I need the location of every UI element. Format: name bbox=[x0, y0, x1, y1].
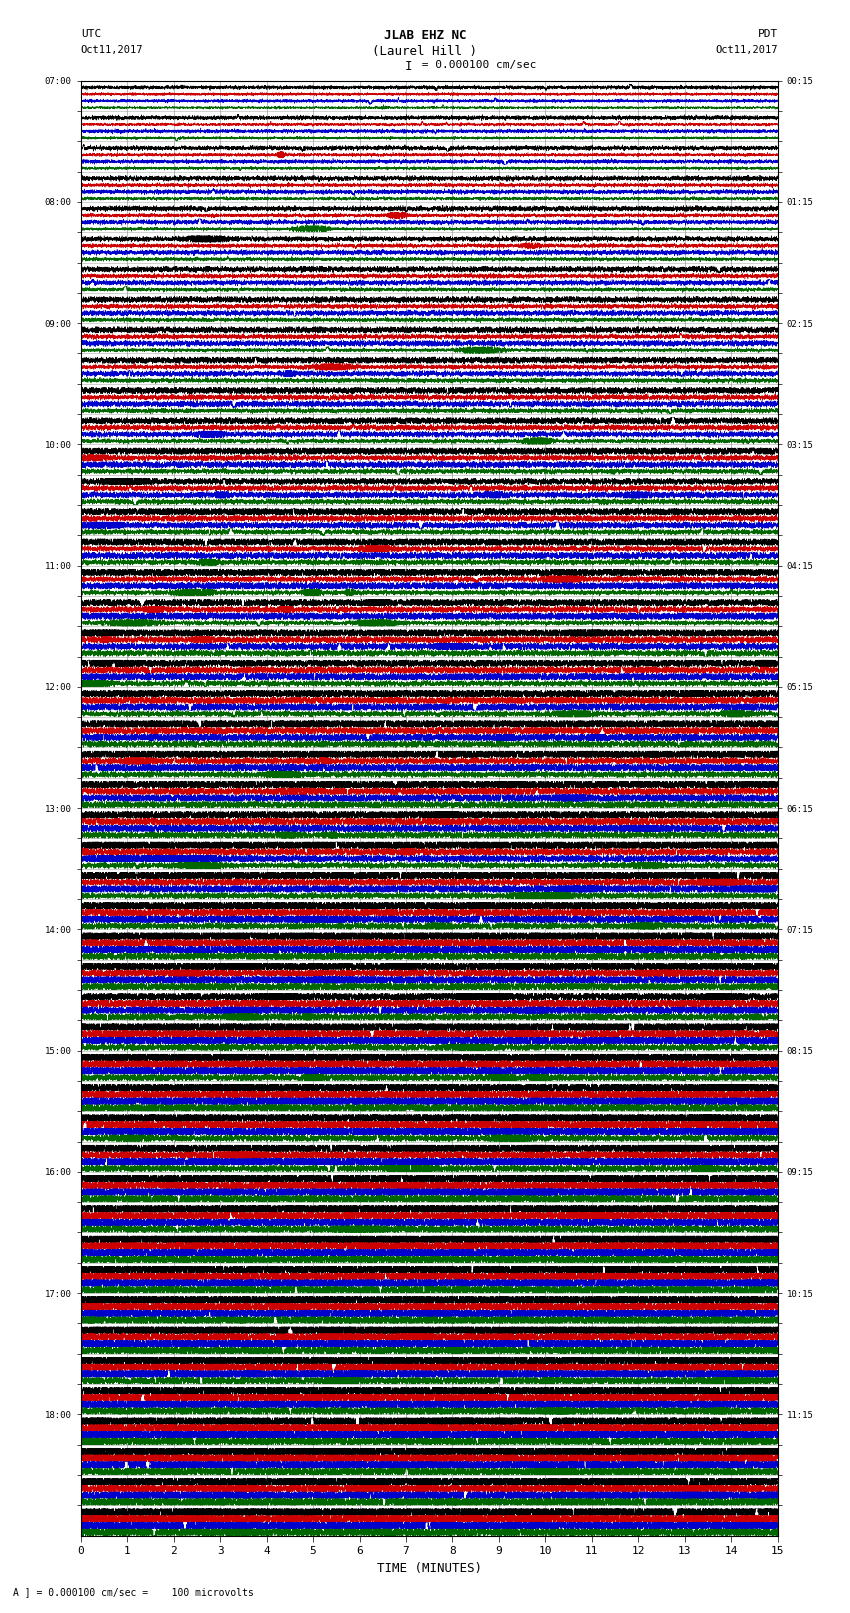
Text: Oct11,2017: Oct11,2017 bbox=[715, 45, 778, 55]
Text: I: I bbox=[405, 60, 412, 73]
X-axis label: TIME (MINUTES): TIME (MINUTES) bbox=[377, 1561, 482, 1574]
Text: UTC: UTC bbox=[81, 29, 101, 39]
Text: Oct11,2017: Oct11,2017 bbox=[81, 45, 144, 55]
Text: JLAB EHZ NC: JLAB EHZ NC bbox=[383, 29, 467, 42]
Text: A ] = 0.000100 cm/sec =    100 microvolts: A ] = 0.000100 cm/sec = 100 microvolts bbox=[13, 1587, 253, 1597]
Text: PDT: PDT bbox=[757, 29, 778, 39]
Text: (Laurel Hill ): (Laurel Hill ) bbox=[372, 45, 478, 58]
Text: = 0.000100 cm/sec: = 0.000100 cm/sec bbox=[415, 60, 536, 69]
